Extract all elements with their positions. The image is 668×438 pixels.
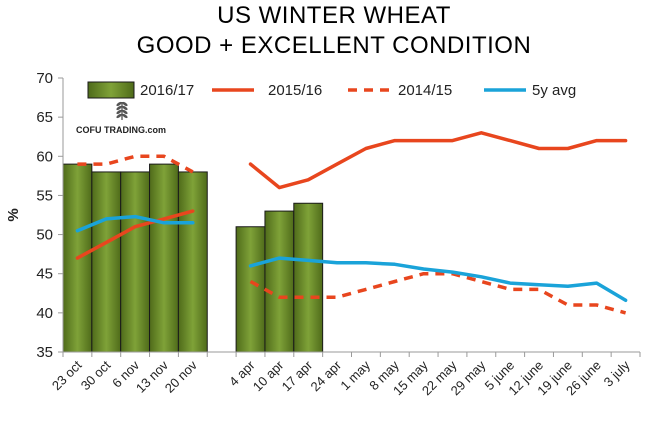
y-axis-label: %	[5, 208, 22, 221]
legend: 2016/17 2015/16 2014/15 5y avg	[87, 81, 576, 99]
legend-label-bars: 2016/17	[140, 82, 194, 99]
bars-layer	[62, 163, 324, 353]
y-tick-label-0: 35	[36, 344, 53, 361]
legend-label-series-2: 5y avg	[532, 82, 576, 99]
y-tick-label-4: 55	[36, 187, 53, 204]
lines-layer	[75, 131, 628, 315]
series-0-line-1	[248, 131, 628, 190]
series-1-line-1	[249, 271, 627, 315]
y-tick-label-5: 60	[36, 148, 53, 165]
series-1-line-0	[77, 154, 194, 174]
y-tick-label-6: 65	[36, 109, 53, 126]
chart-title-line2: GOOD + EXCELLENT CONDITION	[136, 32, 532, 59]
bar-1	[91, 171, 122, 353]
wheat-icon-grain-l3	[116, 113, 122, 119]
wheat-icon-grain-r1	[122, 105, 128, 111]
legend-swatch-bars	[87, 81, 135, 99]
wheat-icon-grain-r2	[122, 109, 128, 115]
x-tick-label-7: 10 apr	[250, 357, 287, 394]
wheat-icon-grain-r3	[122, 113, 128, 119]
x-tick-label-0: 23 oct	[49, 357, 85, 393]
legend-label-series-1: 2014/15	[398, 82, 452, 99]
bar-7	[264, 210, 295, 353]
x-tick-label-9: 24 apr	[308, 357, 345, 394]
bar-4	[177, 171, 208, 353]
y-tick-label-3: 50	[36, 227, 53, 244]
bar-8	[293, 202, 324, 353]
chart-title-line1: US WINTER WHEAT	[217, 2, 451, 29]
wheat-icon-grain-l1	[116, 105, 122, 111]
series-2-line-0	[75, 214, 195, 233]
bar-2	[120, 171, 151, 353]
wheat-icon-grain-l2	[116, 109, 122, 115]
x-tick-label-1: 30 oct	[78, 357, 114, 393]
x-tick-label-19: 3 july	[601, 357, 633, 389]
series-0-line-0	[75, 209, 195, 260]
wheat-icon-grain-r0	[122, 101, 128, 107]
series-2-line-1	[248, 256, 628, 303]
legend-label-series-0: 2015/16	[268, 82, 322, 99]
wheat-icon-grain-l0	[116, 101, 122, 107]
y-tick-label-2: 45	[36, 266, 53, 283]
y-tick-label-7: 70	[36, 70, 53, 87]
x-tick-label-8: 17 apr	[279, 357, 316, 394]
logo: COFU TRADING.com	[76, 101, 166, 135]
bar-6	[235, 226, 266, 353]
logo-text: COFU TRADING.com	[76, 125, 166, 135]
x-tick-label-4: 20 nov	[162, 357, 201, 396]
bar-3	[149, 163, 179, 353]
x-tick-label-10: 1 may	[337, 357, 373, 393]
y-tick-label-1: 40	[36, 305, 53, 322]
